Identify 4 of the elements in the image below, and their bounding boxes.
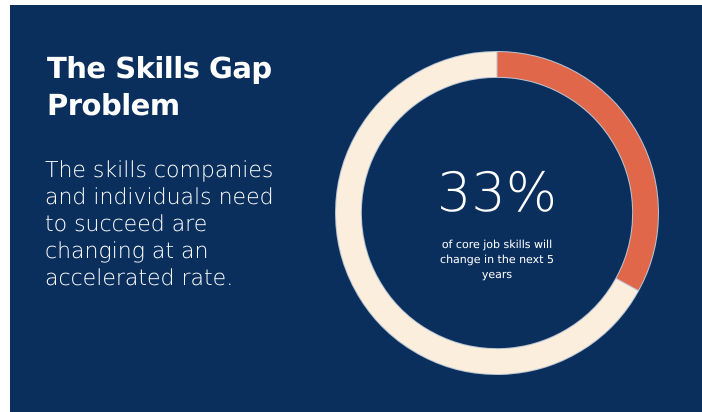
text: The Skills Gap Problem (47, 50, 273, 124)
data-label: 33% (436, 161, 558, 224)
text: of core job skills will change in the next 5 years (439, 237, 555, 282)
text: The skills companies and individuals need to succeed are changing at an accelerated rate. (45, 157, 275, 292)
